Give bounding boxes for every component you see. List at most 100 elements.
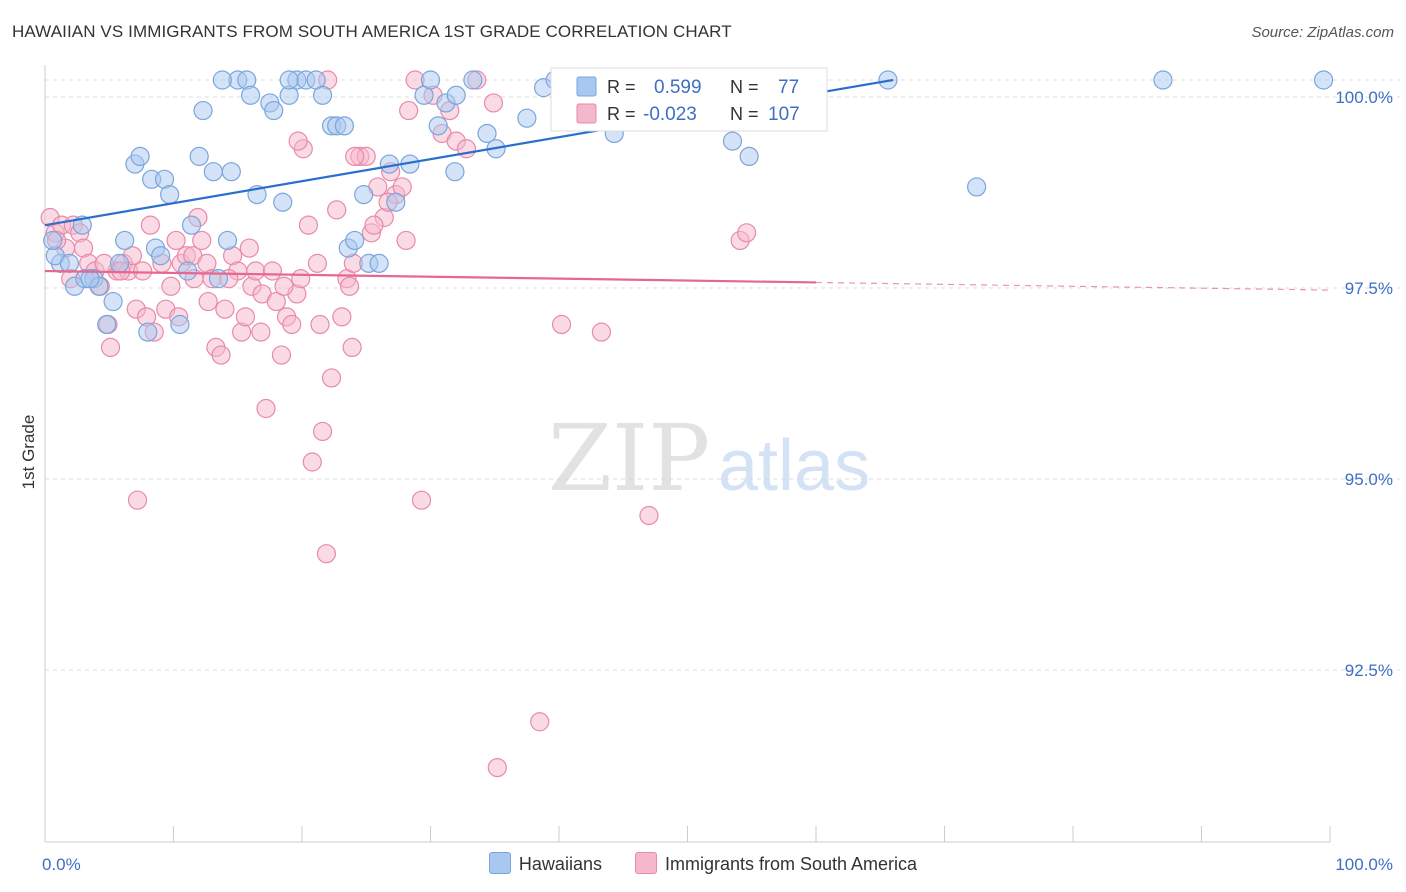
- hawaiians-point-45: [345, 230, 365, 251]
- immigrants-point-56: [332, 307, 352, 327]
- immigrants-point-102: [274, 276, 294, 296]
- legend-label-hawaiians: Hawaiians: [518, 854, 602, 874]
- immigrants-point-44: [271, 345, 292, 365]
- hawaiians-point-22: [189, 146, 209, 166]
- stats-legend: R = 0.599 N = 77 R = -0.023 N = 107: [550, 67, 828, 132]
- immigrants-point-69: [411, 490, 432, 510]
- hawaiians-point-2: [59, 253, 80, 273]
- hawaiians-point-60: [517, 108, 537, 128]
- hawaiians-point-73: [80, 269, 100, 289]
- hawaiians-point-30: [212, 70, 232, 90]
- immigrants-point-16: [133, 261, 153, 281]
- y-tick-label-2: 95.0%: [1345, 470, 1393, 489]
- immigrants-point-79: [551, 314, 572, 335]
- immigrants-point-81: [639, 505, 659, 526]
- series-hawaiians-points: [43, 70, 1334, 342]
- hawaiians-point-66: [739, 146, 759, 166]
- immigrants-point-84: [127, 490, 148, 510]
- immigrants-point-103: [310, 314, 330, 335]
- legend-label-immigrants: Immigrants from South America: [664, 854, 918, 874]
- stats-swatch-blue: [576, 76, 597, 97]
- stats-n-label-pink: N =: [730, 104, 759, 124]
- stats-r-label-blue: R =: [607, 77, 636, 97]
- watermark-zip: ZIP: [548, 405, 710, 512]
- legend-item-immigrants: Immigrants from South America: [634, 852, 918, 875]
- hawaiians-point-69: [967, 177, 987, 197]
- chart-title: HAWAIIAN VS IMMIGRANTS FROM SOUTH AMERIC…: [12, 22, 732, 41]
- y-tick-label-3: 92.5%: [1345, 661, 1393, 680]
- legend-swatch-hawaiians: [488, 852, 511, 874]
- watermark-atlas: atlas: [718, 426, 870, 506]
- hawaiians-point-57: [463, 70, 483, 90]
- immigrants-point-97: [364, 215, 384, 235]
- immigrants-point-49: [298, 215, 319, 235]
- hawaiians-point-19: [170, 314, 190, 335]
- immigrants-point-94: [198, 291, 218, 312]
- hawaiians-point-76: [279, 70, 299, 90]
- immigrants-point-77: [487, 757, 507, 778]
- immigrants-point-76: [483, 93, 504, 113]
- immigrants-point-42: [262, 261, 283, 281]
- hawaiians-point-10: [109, 253, 130, 273]
- immigrants-point-93: [396, 230, 416, 251]
- hawaiians-point-16: [160, 185, 180, 205]
- y-axis-label: 1st Grade: [19, 415, 38, 490]
- hawaiians-point-24: [203, 162, 223, 182]
- immigrants-point-95: [251, 322, 271, 342]
- hawaiians-point-13: [130, 146, 150, 166]
- legend-item-hawaiians: Hawaiians: [488, 852, 602, 875]
- hawaiians-point-43: [334, 116, 355, 136]
- hawaiians-point-72: [43, 230, 63, 251]
- legend-swatch-immigrants: [634, 852, 657, 874]
- stats-r-value-pink: -0.023: [643, 104, 697, 125]
- immigrants-point-80: [591, 322, 612, 342]
- stats-n-value-blue: 77: [778, 77, 799, 98]
- immigrants-point-104: [342, 337, 362, 357]
- hawaiians-point-53: [428, 116, 448, 136]
- hawaiians-point-9: [103, 291, 123, 312]
- hawaiians-point-55: [445, 162, 465, 182]
- x-tick-label-max: 100.0%: [1335, 855, 1393, 874]
- hawaiians-point-56: [446, 85, 466, 105]
- hawaiians-point-40: [312, 85, 333, 105]
- stats-swatch-pink: [576, 103, 597, 124]
- immigrants-point-50: [302, 452, 322, 472]
- stats-r-value-blue: 0.599: [654, 77, 702, 98]
- hawaiians-point-65: [722, 131, 743, 151]
- hawaiians-point-74: [151, 246, 171, 266]
- immigrants-point-32: [211, 345, 231, 365]
- immigrants-point-96: [291, 269, 311, 289]
- grid-lines: [45, 79, 1400, 671]
- hawaiians-point-34: [264, 100, 284, 121]
- hawaiians-point-20: [178, 261, 198, 281]
- immigrants-point-28: [192, 230, 212, 251]
- immigrants-point-83: [737, 223, 757, 243]
- immigrants-point-89: [339, 276, 360, 296]
- hawaiians-point-27: [221, 162, 241, 182]
- series-legend: Hawaiians Immigrants from South America: [0, 852, 1406, 878]
- hawaiians-point-46: [354, 185, 374, 205]
- immigrants-point-67: [399, 100, 419, 121]
- immigrants-point-53: [316, 544, 337, 564]
- immigrants-point-37: [235, 307, 256, 327]
- hawaiians-point-35: [273, 192, 293, 212]
- immigrants-point-18: [140, 215, 160, 235]
- immigrants-point-52: [312, 421, 333, 442]
- immigrants-point-22: [161, 276, 181, 296]
- hawaiians-point-11: [115, 230, 135, 251]
- hawaiians-point-70: [1153, 70, 1173, 90]
- hawaiians-point-25: [208, 269, 229, 289]
- hawaiians-point-23: [193, 100, 213, 121]
- immigrants-point-92: [345, 146, 365, 166]
- hawaiians-point-75: [369, 253, 389, 273]
- immigrants-point-78: [530, 712, 550, 732]
- y-tick-labels: 100.0% 97.5% 95.0% 92.5%: [1335, 88, 1393, 680]
- immigrants-point-91: [288, 131, 308, 151]
- hawaiians-point-58: [477, 123, 497, 144]
- hawaiians-point-49: [386, 192, 406, 212]
- hawaiians-point-71: [1313, 70, 1334, 90]
- x-tick-label-min: 0.0%: [42, 855, 81, 874]
- axes: [44, 65, 1331, 843]
- immigrants-point-41: [256, 398, 276, 419]
